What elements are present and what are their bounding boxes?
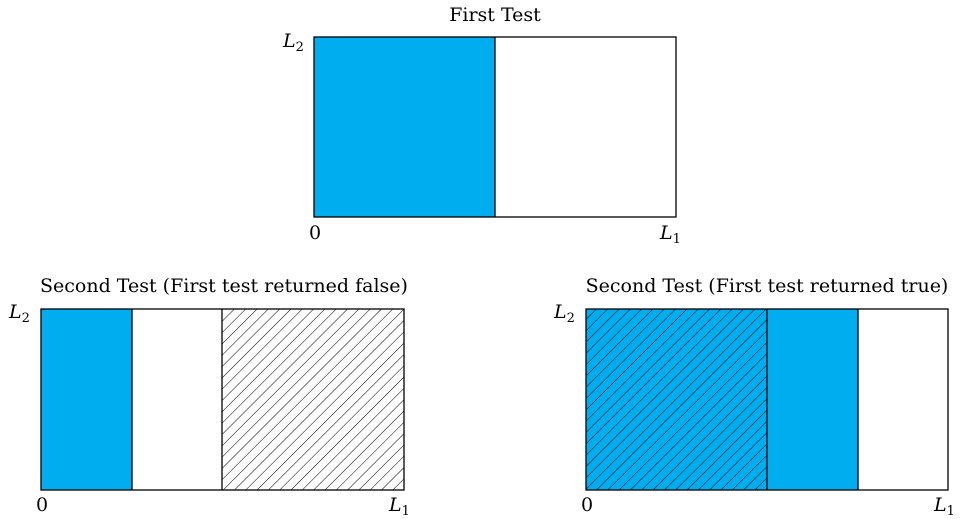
y-axis-label: L2 bbox=[553, 301, 575, 326]
filled-region bbox=[314, 37, 495, 217]
hatched-region bbox=[222, 309, 404, 490]
y-axis-label: L2 bbox=[8, 301, 30, 326]
x-end-label: L1 bbox=[659, 222, 681, 247]
x-end-label: L1 bbox=[933, 494, 955, 519]
filled-region bbox=[41, 309, 132, 490]
hatched-region bbox=[586, 309, 767, 490]
panel-second-test-false: Second Test (First test returned false) … bbox=[8, 275, 410, 519]
panel-second-test-true: Second Test (First test returned true) L… bbox=[553, 275, 955, 519]
x-start-label: 0 bbox=[36, 494, 48, 516]
x-start-label: 0 bbox=[581, 494, 593, 516]
x-start-label: 0 bbox=[309, 222, 321, 244]
panel-title: Second Test (First test returned true) bbox=[586, 275, 949, 297]
panel-title: Second Test (First test returned false) bbox=[40, 275, 408, 297]
panel-title: First Test bbox=[449, 4, 541, 26]
panel-first-test: First Test L2 0 L1 bbox=[282, 4, 681, 247]
x-end-label: L1 bbox=[388, 494, 410, 519]
y-axis-label: L2 bbox=[282, 30, 304, 55]
